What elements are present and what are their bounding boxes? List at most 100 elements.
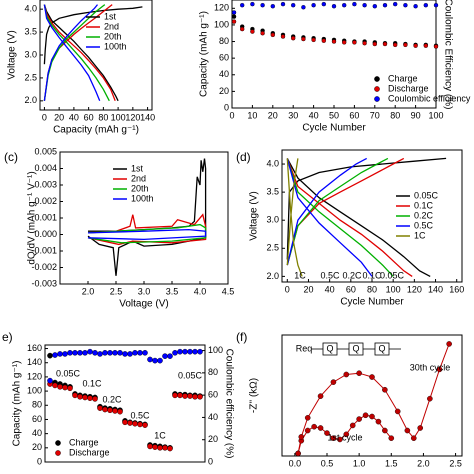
data-point bbox=[142, 349, 148, 356]
y-tick-label: 140 bbox=[27, 357, 42, 367]
y2-tick-label: 0 bbox=[208, 456, 213, 466]
data-point bbox=[298, 434, 305, 440]
x-tick-label: 1.5 bbox=[385, 458, 398, 468]
x-tick-label: 2.5 bbox=[110, 286, 123, 296]
data-point bbox=[270, 32, 275, 38]
series-line bbox=[286, 157, 394, 277]
data-point bbox=[331, 4, 337, 9]
data-point bbox=[403, 42, 408, 48]
annotation: 0.2C bbox=[102, 394, 122, 404]
data-point bbox=[417, 425, 424, 431]
data-point bbox=[311, 37, 316, 43]
y2-tick-label: 100 bbox=[208, 345, 223, 355]
data-point bbox=[270, 4, 275, 9]
panel-label: (f) bbox=[236, 330, 247, 344]
x-tick-label: 2.5 bbox=[449, 458, 462, 468]
x-axis-label: Voltage (V) bbox=[119, 299, 168, 310]
y-tick-label: 80 bbox=[32, 400, 42, 410]
data-point bbox=[87, 348, 93, 355]
x-tick-label: 40 bbox=[325, 284, 335, 294]
legend-label: 100th bbox=[131, 193, 154, 203]
annotation: 0.2C bbox=[342, 270, 362, 280]
data-point bbox=[77, 349, 83, 356]
data-point bbox=[82, 349, 88, 356]
x-tick-label: 40 bbox=[69, 112, 79, 122]
legend-label: 100th bbox=[104, 41, 127, 51]
legend-label: 20th bbox=[131, 183, 149, 193]
legend-swatch bbox=[374, 86, 380, 92]
data-point bbox=[382, 2, 388, 8]
y-tick-label: -0.003 bbox=[31, 278, 57, 288]
data-point bbox=[403, 2, 408, 8]
data-point bbox=[231, 14, 237, 19]
data-point bbox=[137, 349, 143, 356]
y-tick-label: 2.5 bbox=[266, 243, 279, 253]
data-point bbox=[250, 29, 255, 34]
x-tick-label: 80 bbox=[367, 284, 377, 294]
x-axis-label: Capacity (mAh g⁻¹) bbox=[53, 125, 139, 136]
data-point bbox=[47, 377, 53, 384]
legend-swatch bbox=[374, 76, 380, 82]
fit-line bbox=[297, 343, 450, 454]
data-point bbox=[127, 351, 133, 357]
data-point bbox=[280, 34, 286, 39]
circuit-label: Q bbox=[326, 343, 333, 353]
y2-tick-label: 60 bbox=[208, 390, 218, 400]
data-point bbox=[382, 427, 388, 434]
x-tick-label: 0.5 bbox=[321, 458, 334, 468]
data-point bbox=[304, 414, 311, 421]
legend-label: 1st bbox=[131, 163, 144, 173]
y-axis-label: Voltage (V) bbox=[7, 30, 18, 79]
y-tick-label: 80 bbox=[219, 36, 229, 46]
y2-tick-label: 80 bbox=[208, 367, 218, 377]
data-point bbox=[62, 384, 68, 391]
data-point bbox=[393, 42, 398, 48]
data-point bbox=[394, 408, 401, 415]
series-line bbox=[87, 228, 207, 241]
x-axis-label: Cycle Number bbox=[302, 123, 366, 134]
panel-label: (d) bbox=[236, 150, 251, 164]
data-point bbox=[187, 393, 193, 399]
data-point bbox=[57, 351, 63, 357]
data-point bbox=[52, 352, 58, 358]
data-point bbox=[197, 393, 203, 400]
x-tick-label: 80 bbox=[390, 110, 400, 120]
data-point bbox=[102, 349, 108, 356]
x-tick-label: 160 bbox=[449, 284, 464, 294]
data-point bbox=[343, 371, 350, 378]
data-point bbox=[177, 392, 183, 399]
y-axis-label: Capacity (mAh g⁻¹) bbox=[12, 361, 23, 447]
y-tick-label: 0.002 bbox=[34, 196, 57, 206]
data-point bbox=[82, 394, 88, 401]
legend-label: Charge bbox=[69, 437, 99, 447]
data-point bbox=[239, 2, 245, 8]
legend-label: 2nd bbox=[131, 173, 146, 183]
data-point bbox=[157, 357, 163, 364]
y-tick-label: 0 bbox=[224, 102, 229, 112]
x-tick-label: 1.0 bbox=[353, 458, 366, 468]
y-tick-label: 0.001 bbox=[34, 212, 57, 222]
annotation: 1C bbox=[294, 270, 306, 280]
x-tick-label: 60 bbox=[84, 112, 94, 122]
data-point bbox=[375, 418, 382, 425]
x-tick-label: 80 bbox=[98, 112, 108, 122]
series-line bbox=[286, 158, 303, 277]
annotation: 0.05C bbox=[178, 370, 203, 380]
data-point bbox=[57, 384, 63, 390]
data-point bbox=[362, 412, 369, 419]
y-axis-label: Voltage (V) bbox=[249, 191, 260, 240]
plot-frame bbox=[281, 334, 463, 457]
y-tick-label: 3.5 bbox=[266, 187, 279, 197]
y-tick-label: 2.0 bbox=[266, 271, 279, 281]
plot-frame bbox=[281, 149, 463, 283]
data-point bbox=[324, 430, 330, 436]
data-point bbox=[147, 443, 153, 450]
data-point bbox=[192, 393, 198, 400]
legend-label: Discharge bbox=[69, 447, 110, 457]
data-point bbox=[107, 407, 113, 414]
data-point bbox=[112, 408, 118, 414]
data-point bbox=[117, 349, 123, 356]
data-point bbox=[72, 392, 78, 399]
data-point bbox=[369, 374, 375, 380]
